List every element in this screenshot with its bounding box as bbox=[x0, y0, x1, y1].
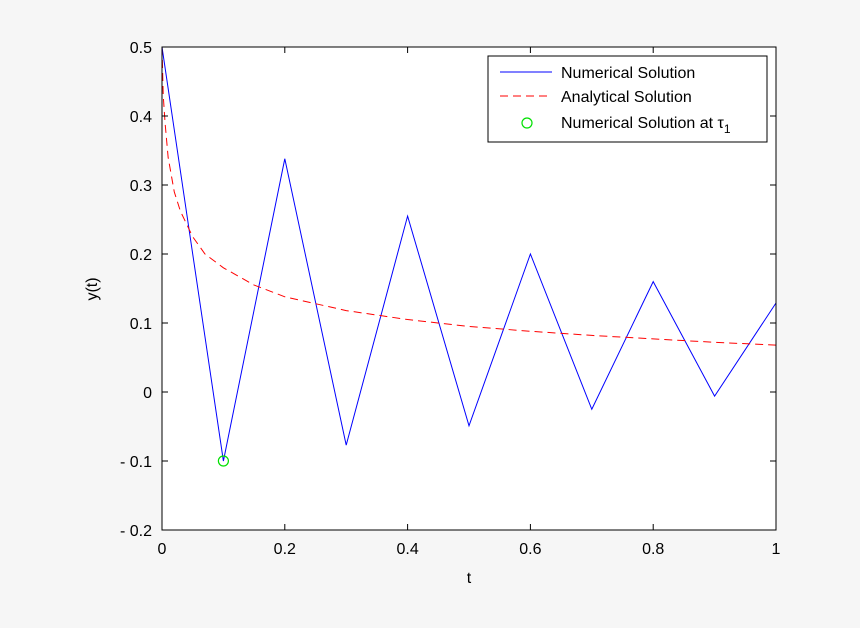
legend-label-marker-main: Numerical Solution at τ bbox=[561, 115, 725, 132]
y-tick-label: - 0.1 bbox=[120, 454, 152, 471]
series-line-analytical bbox=[161, 46, 777, 346]
x-tick-label: 1 bbox=[772, 541, 781, 558]
legend-label-numerical: Numerical Solution bbox=[561, 65, 695, 82]
legend: Numerical Solution Analytical Solution N… bbox=[487, 55, 768, 143]
series-point-marker bbox=[217, 455, 229, 467]
legend-label-analytical: Analytical Solution bbox=[561, 89, 692, 106]
series-layer bbox=[161, 46, 777, 467]
legend-label-marker-subscript: 1 bbox=[724, 122, 731, 136]
y-tick-label: - 0.2 bbox=[120, 523, 152, 540]
legend-label-marker: Numerical Solution at τ1 bbox=[561, 115, 731, 136]
y-tick-label: 0.3 bbox=[130, 178, 152, 195]
legend-box bbox=[487, 55, 768, 143]
y-tick-label: 0.2 bbox=[130, 247, 152, 264]
x-axis-label: t bbox=[467, 570, 472, 587]
plot-frame bbox=[161, 46, 777, 531]
x-tick-label: 0 bbox=[158, 541, 167, 558]
y-tick-label: 0 bbox=[143, 385, 152, 402]
legend-swatch-marker bbox=[521, 117, 533, 129]
x-tick-label: 0.8 bbox=[642, 541, 664, 558]
y-tick-label: 0.1 bbox=[130, 316, 152, 333]
x-tick-label: 0.2 bbox=[274, 541, 296, 558]
x-tick-label: 0.4 bbox=[396, 541, 418, 558]
x-tick-label: 0.6 bbox=[519, 541, 541, 558]
y-tick-label: 0.5 bbox=[130, 40, 152, 57]
ticks-layer: 0 0.2 0.4 0.6 0.8 1 - 0.2 - 0.1 0 0.1 0.2 0.3 0.4 0.5 bbox=[120, 40, 781, 558]
series-line-numerical bbox=[161, 46, 777, 462]
y-tick-label: 0.4 bbox=[130, 109, 152, 126]
y-axis-label: y(t) bbox=[84, 277, 101, 300]
